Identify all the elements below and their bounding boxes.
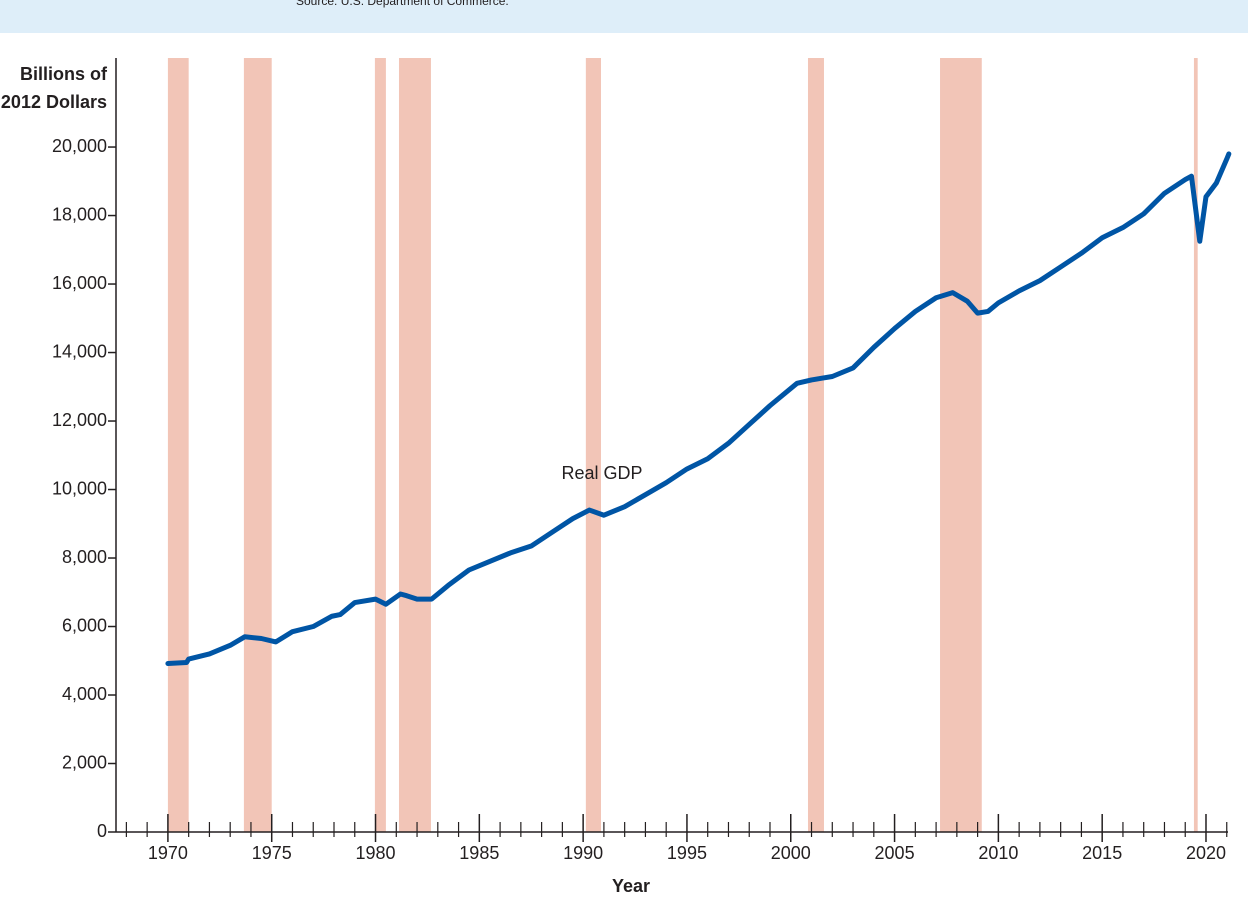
x-tick-label: 2010 (978, 843, 1018, 863)
x-tick-label: 1990 (563, 843, 603, 863)
source-note: Source: U.S. Department of Commerce. (296, 0, 509, 8)
recession-band (940, 58, 982, 832)
x-tick-label: 2005 (875, 843, 915, 863)
y-tick-label: 8,000 (62, 547, 107, 567)
y-axis-title: Billions of (20, 64, 108, 84)
x-tick-label: 1980 (355, 843, 395, 863)
recession-band (243, 58, 272, 832)
x-tick-label: 2015 (1082, 843, 1122, 863)
y-tick-label: 12,000 (52, 410, 107, 430)
x-tick-label: 1970 (148, 843, 188, 863)
x-tick-label: 1975 (252, 843, 292, 863)
y-tick-label: 18,000 (52, 204, 107, 224)
recession-band (398, 58, 431, 832)
x-tick-label: 1985 (459, 843, 499, 863)
y-tick-label: 6,000 (62, 615, 107, 635)
x-tick-label: 2000 (771, 843, 811, 863)
y-tick-label: 2,000 (62, 752, 107, 772)
recession-band (167, 58, 189, 832)
y-axis-title: 2012 Dollars (1, 92, 107, 112)
series-line (165, 151, 1232, 666)
x-axis-title: Year (612, 876, 650, 896)
y-tick-label: 20,000 (52, 136, 107, 156)
recession-band (807, 58, 824, 832)
recession-band (585, 58, 601, 832)
source-band (0, 0, 1248, 33)
y-tick-label: 0 (97, 821, 107, 841)
x-tick-label: 1995 (667, 843, 707, 863)
recession-band (1193, 58, 1198, 832)
y-tick-label: 16,000 (52, 273, 107, 293)
x-tick-label: 2020 (1186, 843, 1226, 863)
recession-band (374, 58, 386, 832)
series-label: Real GDP (561, 463, 642, 483)
y-tick-label: 4,000 (62, 684, 107, 704)
y-tick-label: 10,000 (52, 478, 107, 498)
y-tick-label: 14,000 (52, 341, 107, 361)
